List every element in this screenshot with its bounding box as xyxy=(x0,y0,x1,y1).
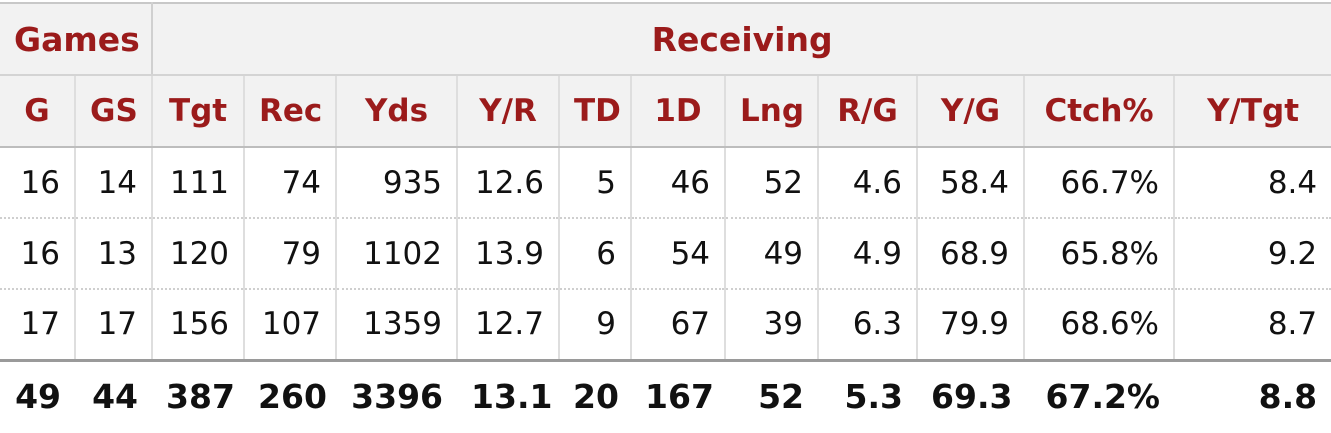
table-cell: 4.9 xyxy=(818,218,919,290)
table-cell: 5 xyxy=(559,147,633,219)
table-cell: 12.6 xyxy=(457,147,561,219)
totals-cell: 387 xyxy=(166,377,235,417)
table-row: 16 14 111 74 935 12.6 5 46 52 4.6 58.4 6… xyxy=(0,147,1331,219)
table-cell: 65.8% xyxy=(1024,218,1176,290)
table-cell: 12.7 xyxy=(457,289,561,362)
table-cell: 6 xyxy=(559,218,633,290)
table-cell: 52 xyxy=(725,147,820,219)
table-cell: 935 xyxy=(336,147,459,219)
column-header-row: G GS Tgt Rec Yds Y/R TD 1D Lng R/G Y/G C… xyxy=(0,75,1331,148)
column-header-y-per-tgt[interactable]: Y/Tgt xyxy=(1174,75,1331,148)
table-cell: 74 xyxy=(244,147,338,219)
table-cell: 16 xyxy=(0,218,76,290)
table-cell: 8.7 xyxy=(1174,289,1331,362)
column-header-lng[interactable]: Lng xyxy=(725,75,820,148)
column-header-rec[interactable]: Rec xyxy=(244,75,338,148)
totals-cell: 167 xyxy=(645,377,714,417)
table-cell: 13 xyxy=(75,218,154,290)
table-cell: 13.9 xyxy=(457,218,561,290)
table-cell: 49 xyxy=(725,218,820,290)
table-cell: 8.4 xyxy=(1174,147,1331,219)
totals-cell: 3396 xyxy=(351,377,444,417)
table-cell: 68.6% xyxy=(1024,289,1176,362)
table-cell: 111 xyxy=(152,147,246,219)
table-cell: 54 xyxy=(631,218,727,290)
totals-cell: 69.3 xyxy=(931,377,1013,417)
column-header-y-per-g[interactable]: Y/G xyxy=(917,75,1026,148)
table-cell: 1102 xyxy=(336,218,459,290)
table-cell: 16 xyxy=(0,147,76,219)
totals-cell: 260 xyxy=(258,377,327,417)
column-header-1d[interactable]: 1D xyxy=(631,75,727,148)
totals-cell: 44 xyxy=(92,377,139,417)
table-cell: 79.9 xyxy=(917,289,1026,362)
totals-row: 49 44 387 260 3396 13.1 20 167 52 5.3 69… xyxy=(0,360,1331,432)
column-header-y-per-r[interactable]: Y/R xyxy=(457,75,561,148)
group-header-receiving: Receiving xyxy=(152,2,1331,76)
totals-cell: 49 xyxy=(15,377,61,417)
totals-cell: 8.8 xyxy=(1258,377,1318,417)
table-cell: 58.4 xyxy=(917,147,1026,219)
table-cell: 39 xyxy=(725,289,820,362)
table-cell: 17 xyxy=(0,289,76,362)
column-header-ctch-pct[interactable]: Ctch% xyxy=(1024,75,1176,148)
table-cell: 79 xyxy=(244,218,338,290)
column-header-gs[interactable]: GS xyxy=(75,75,154,148)
table-cell: 67 xyxy=(631,289,727,362)
totals-cell: 20 xyxy=(573,377,619,417)
column-header-yds[interactable]: Yds xyxy=(336,75,459,148)
table-row: 16 13 120 79 1102 13.9 6 54 49 4.9 68.9 … xyxy=(0,218,1331,290)
column-header-tgt[interactable]: Tgt xyxy=(152,75,246,148)
totals-cell: 5.3 xyxy=(844,377,904,417)
table-cell: 46 xyxy=(631,147,727,219)
table-cell: 9.2 xyxy=(1174,218,1331,290)
table-cell: 4.6 xyxy=(818,147,919,219)
table-cell: 6.3 xyxy=(818,289,919,362)
column-header-td[interactable]: TD xyxy=(559,75,633,148)
column-header-r-per-g[interactable]: R/G xyxy=(818,75,919,148)
table-cell: 68.9 xyxy=(917,218,1026,290)
table-row: 17 17 156 107 1359 12.7 9 67 39 6.3 79.9… xyxy=(0,289,1331,362)
table-cell: 9 xyxy=(559,289,633,362)
table-cell: 66.7% xyxy=(1024,147,1176,219)
table-cell: 17 xyxy=(75,289,154,362)
column-header-g[interactable]: G xyxy=(0,75,76,148)
table-cell: 107 xyxy=(244,289,338,362)
totals-cell: 52 xyxy=(758,377,805,417)
table-cell: 120 xyxy=(152,218,246,290)
totals-cell: 13.1 xyxy=(471,377,553,417)
table-cell: 14 xyxy=(75,147,154,219)
table-cell: 156 xyxy=(152,289,246,362)
group-header-games: Games xyxy=(0,2,154,76)
group-header-row: Games Receiving xyxy=(0,2,1331,76)
totals-cell: 67.2% xyxy=(1045,377,1161,417)
table-cell: 1359 xyxy=(336,289,459,362)
